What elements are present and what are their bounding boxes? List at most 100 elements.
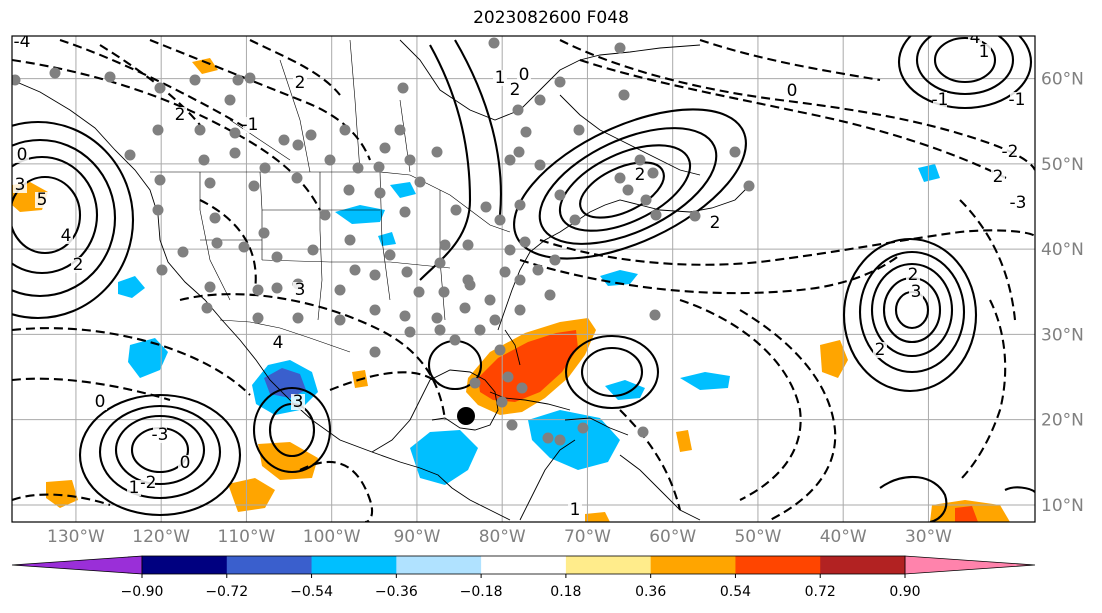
positive-anomaly-region [676,430,692,452]
latitude-label: 40°N [1041,240,1084,260]
longitude-label: 70°W [564,527,611,547]
station-dot [352,162,364,174]
station-dot [439,239,451,251]
station-dot [401,266,413,278]
station-dot [647,167,659,179]
station-dot [464,279,476,291]
station-dot [480,201,492,213]
longitude-label: 130°W [47,527,105,547]
latitude-label: 50°N [1041,155,1084,175]
latitude-label: 30°N [1041,325,1084,345]
station-dot [343,184,355,196]
negative-anomaly-region [680,372,730,390]
colorbar-segment [735,556,821,574]
contour-label: -1 [1009,90,1026,110]
contour-label: 3 [293,392,304,412]
colorbar-over-arrow [904,555,1036,575]
longitude-label: 50°W [734,527,781,547]
colorbar: −0.90 −0.72 −0.54 −0.36 −0.18 0.18 0.36 0.54 0.7… [11,555,1036,600]
station-dot [339,124,351,136]
contour-label: 2 [993,167,1004,187]
station-dot [292,139,304,151]
station-dot [211,237,223,249]
station-dot [729,146,741,158]
longitude-label: 90°W [393,527,440,547]
station-dot [513,146,525,158]
station-dot [544,289,556,301]
station-dot [450,204,462,216]
station-dot [177,246,189,258]
station-dot [334,284,346,296]
station-dot [232,74,244,86]
station-dot [506,419,518,431]
station-dot [278,134,290,146]
contour-label: 0 [180,453,191,473]
station-dot [194,124,206,136]
station-dot [292,312,304,324]
station-dot [474,324,486,336]
station-dot [156,264,168,276]
colorbar-tick-label: 0.18 [550,584,581,600]
station-dot [640,194,652,206]
station-dot [201,302,213,314]
colorbar-segment [226,556,313,574]
contour-label: 3 [911,282,922,302]
station-dot [334,314,346,326]
station-dot [259,162,271,174]
station-dot [229,147,241,159]
station-dot [520,126,532,138]
station-dot [271,251,283,263]
station-dot [534,94,546,106]
station-dot [349,264,361,276]
station-dot [414,176,426,188]
map-frame [11,35,1036,523]
station-dot [622,184,634,196]
colorbar-tick-label: −0.72 [205,584,248,600]
station-dot [514,274,526,286]
colorbar-segment [650,556,736,574]
station-dot [484,294,496,306]
station-dot [397,82,409,94]
station-dot [305,129,317,141]
longitude-label: 40°W [820,527,867,547]
contour-label: 4 [970,28,981,48]
negative-anomaly-region [528,410,620,470]
colorbar-under-arrow [11,555,143,575]
station-dot [554,76,566,88]
map-title: 2023082600 F048 [473,8,629,28]
station-dot [431,146,443,158]
station-dot [434,257,446,269]
contour-label: 0 [787,81,798,101]
contour-label: -1 [242,115,259,135]
positive-anomaly-region [192,58,218,74]
station-dot [374,187,386,199]
station-dot [248,180,260,192]
contour-label: -2 [1002,142,1019,162]
station-dot [319,209,331,221]
latitude-label: 10°N [1041,496,1084,516]
station-dot [496,396,508,408]
station-dot [649,309,661,321]
contour-label: -2 [140,473,157,493]
station-dot [404,154,416,166]
longitude-label: 110°W [218,527,276,547]
station-dot [307,244,319,256]
contour-label: -3 [1010,193,1027,213]
station-dot [271,282,283,294]
station-dot [494,344,506,356]
contour-label: 2 [635,165,646,185]
colorbar-segment [142,556,228,574]
station-dot [189,74,201,86]
station-dot [499,266,511,278]
station-dot [399,310,411,322]
contour-label: 0 [17,145,28,165]
station-dot [532,264,544,276]
longitude-labels: 130°W 120°W 110°W 100°W 90°W 80°W 70°W 60°W 50°W… [47,527,952,547]
colorbar-tick-label: 0.72 [805,584,836,600]
contour-label: -4 [14,32,31,52]
station-dot [573,124,585,136]
contour-label: 2 [710,213,721,233]
station-dot [152,204,164,216]
negative-anomaly-region [390,182,416,198]
